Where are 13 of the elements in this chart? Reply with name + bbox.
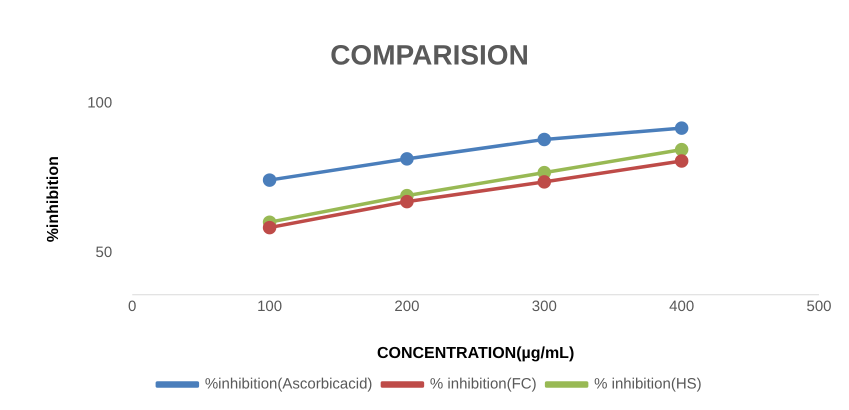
x-tick-label: 100 bbox=[257, 298, 282, 315]
x-tick-label: 400 bbox=[669, 298, 694, 315]
legend-label: % inhibition(FC) bbox=[430, 376, 537, 393]
y-tick-label: 50 bbox=[96, 244, 112, 262]
x-tick-label: 200 bbox=[394, 298, 420, 315]
chart-title: COMPARISION bbox=[330, 40, 529, 71]
x-axis-title: CONCENTRATION(µg/mL) bbox=[376, 344, 574, 362]
x-tick-label: 500 bbox=[806, 298, 832, 315]
x-tick-label: 0 bbox=[128, 298, 136, 315]
legend-label: % inhibition(HS) bbox=[594, 376, 702, 393]
legend-label: %inhibition(Ascorbicacid) bbox=[204, 376, 372, 393]
x-tick-label: 300 bbox=[532, 298, 557, 315]
y-axis-title: %inhibition bbox=[45, 156, 62, 242]
